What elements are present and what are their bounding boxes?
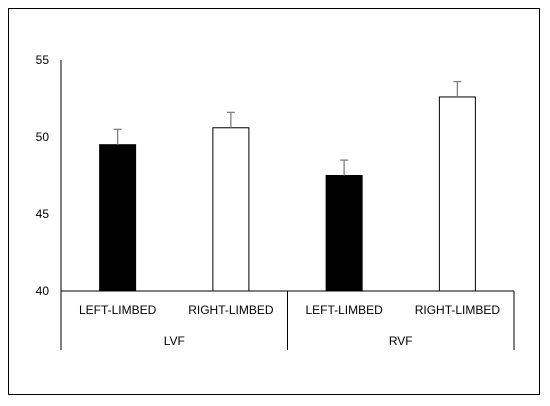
category-label: RIGHT-LIMBED: [415, 303, 501, 317]
y-tick-label: 45: [36, 207, 50, 221]
y-axis: 40 45 50 55: [36, 53, 62, 298]
y-tick-label: 55: [36, 53, 50, 67]
y-tick-label: 50: [36, 130, 50, 144]
group-label: LVF: [164, 334, 185, 348]
x-axis: [60, 290, 515, 350]
bar: [438, 96, 476, 292]
category-label: LEFT-LIMBED: [79, 303, 157, 317]
category-labels: LEFT-LIMBED RIGHT-LIMBED LEFT-LIMBED RIGHT-…: [79, 303, 500, 348]
bars: [99, 96, 476, 292]
group-label: RVF: [389, 334, 413, 348]
bar: [99, 144, 137, 292]
bar: [212, 127, 250, 292]
category-label: RIGHT-LIMBED: [188, 303, 274, 317]
y-tick-label: 40: [36, 284, 50, 298]
chart-frame: 40 45 50 55 LEFT-LIMBED RIGHT-LIMBED LEFT-LIM…: [8, 8, 540, 395]
error-bars: [113, 80, 462, 176]
category-label: LEFT-LIMBED: [305, 303, 383, 317]
bar: [325, 175, 363, 292]
